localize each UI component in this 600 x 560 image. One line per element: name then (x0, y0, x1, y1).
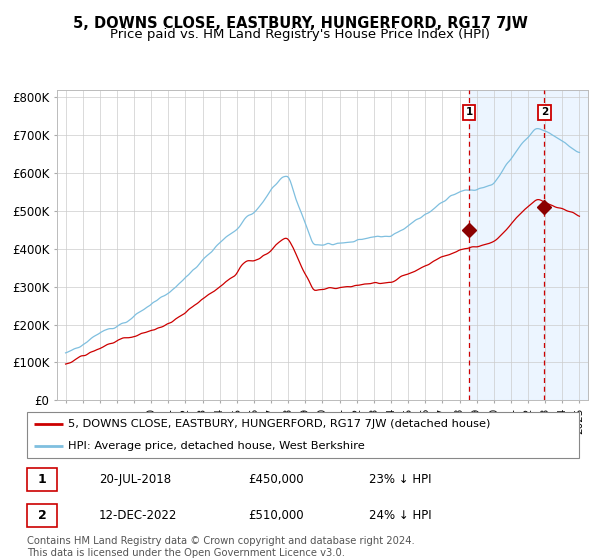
Text: 2: 2 (38, 509, 47, 522)
Bar (27, 504, 58, 528)
Text: 1: 1 (466, 108, 473, 118)
Text: 12-DEC-2022: 12-DEC-2022 (99, 509, 177, 522)
Text: 5, DOWNS CLOSE, EASTBURY, HUNGERFORD, RG17 7JW: 5, DOWNS CLOSE, EASTBURY, HUNGERFORD, RG… (73, 16, 527, 31)
Text: 1: 1 (38, 473, 47, 486)
Bar (469, 90, 588, 400)
Text: HPI: Average price, detached house, West Berkshire: HPI: Average price, detached house, West… (68, 441, 365, 451)
Text: 2: 2 (541, 108, 548, 118)
Text: 24% ↓ HPI: 24% ↓ HPI (369, 509, 432, 522)
Text: 5, DOWNS CLOSE, EASTBURY, HUNGERFORD, RG17 7JW (detached house): 5, DOWNS CLOSE, EASTBURY, HUNGERFORD, RG… (68, 419, 491, 429)
Bar (27, 468, 58, 491)
Text: £450,000: £450,000 (248, 473, 304, 486)
Text: Price paid vs. HM Land Registry's House Price Index (HPI): Price paid vs. HM Land Registry's House … (110, 28, 490, 41)
Text: Contains HM Land Registry data © Crown copyright and database right 2024.
This d: Contains HM Land Registry data © Crown c… (27, 536, 415, 558)
Text: 23% ↓ HPI: 23% ↓ HPI (369, 473, 432, 486)
Text: 20-JUL-2018: 20-JUL-2018 (99, 473, 171, 486)
Text: £510,000: £510,000 (248, 509, 304, 522)
